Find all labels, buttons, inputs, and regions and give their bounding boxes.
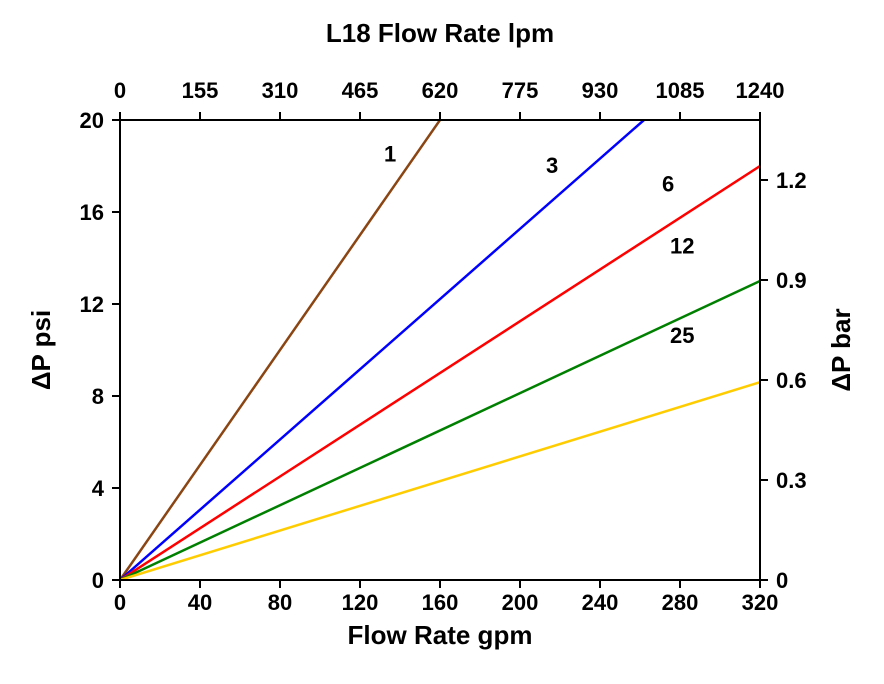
x-bottom-tick-label: 120 <box>342 590 379 615</box>
x-top-tick-label: 620 <box>422 78 459 103</box>
chart-container: 136122504080120160200240280320Flow Rate … <box>0 0 884 684</box>
x-bottom-tick-label: 320 <box>742 590 779 615</box>
x-top-tick-label: 0 <box>114 78 126 103</box>
y-right-title: ΔP bar <box>826 308 856 391</box>
x-bottom-tick-label: 200 <box>502 590 539 615</box>
x-top-tick-label: 1085 <box>656 78 705 103</box>
y-left-tick-label: 4 <box>92 476 105 501</box>
x-top-tick-label: 310 <box>262 78 299 103</box>
y-left-tick-label: 20 <box>80 108 104 133</box>
x-bottom-tick-label: 0 <box>114 590 126 615</box>
chart-svg: 136122504080120160200240280320Flow Rate … <box>0 0 884 684</box>
y-left-title: ΔP psi <box>26 310 56 390</box>
x-top-tick-label: 465 <box>342 78 379 103</box>
y-right-tick-label: 1.2 <box>776 168 807 193</box>
x-bottom-title: Flow Rate gpm <box>348 620 533 650</box>
y-right-tick-label: 0.9 <box>776 268 807 293</box>
x-bottom-tick-label: 40 <box>188 590 212 615</box>
x-top-tick-label: 930 <box>582 78 619 103</box>
x-bottom-tick-label: 160 <box>422 590 459 615</box>
series-label-12: 12 <box>670 233 694 258</box>
y-right-tick-label: 0.6 <box>776 368 807 393</box>
y-right-tick-label: 0 <box>776 568 788 593</box>
series-label-6: 6 <box>662 171 674 196</box>
y-left-tick-label: 0 <box>92 568 104 593</box>
x-top-tick-label: 155 <box>182 78 219 103</box>
y-left-tick-label: 8 <box>92 384 104 409</box>
y-left-tick-label: 16 <box>80 200 104 225</box>
series-label-1: 1 <box>384 141 396 166</box>
x-top-title: L18 Flow Rate lpm <box>326 18 554 48</box>
series-label-3: 3 <box>546 153 558 178</box>
x-bottom-tick-label: 240 <box>582 590 619 615</box>
y-right-tick-label: 0.3 <box>776 468 807 493</box>
y-left-tick-label: 12 <box>80 292 104 317</box>
x-top-tick-label: 1240 <box>736 78 785 103</box>
x-bottom-tick-label: 80 <box>268 590 292 615</box>
series-label-25: 25 <box>670 323 694 348</box>
x-top-tick-label: 775 <box>502 78 539 103</box>
x-bottom-tick-label: 280 <box>662 590 699 615</box>
